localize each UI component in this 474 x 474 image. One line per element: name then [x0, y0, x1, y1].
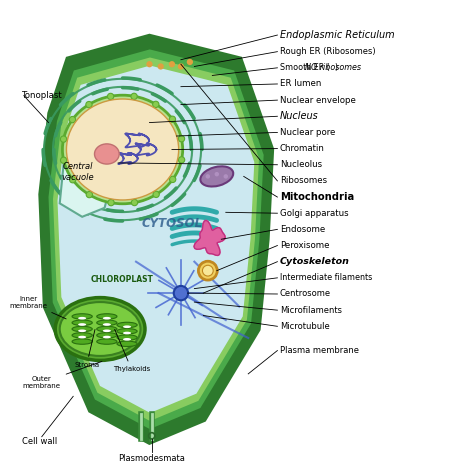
Text: Mitochondria: Mitochondria	[280, 192, 354, 202]
Text: CYTOSOL: CYTOSOL	[141, 217, 202, 230]
Ellipse shape	[72, 314, 92, 319]
Text: CHLOROPLAST: CHLOROPLAST	[91, 275, 154, 284]
Circle shape	[153, 101, 159, 108]
Ellipse shape	[66, 99, 179, 200]
Circle shape	[202, 265, 213, 276]
Circle shape	[146, 61, 153, 67]
Text: Endoplasmic Reticulum: Endoplasmic Reticulum	[280, 30, 394, 40]
Ellipse shape	[117, 322, 137, 328]
Text: Cytoskeleton: Cytoskeleton	[280, 257, 349, 266]
Ellipse shape	[97, 333, 117, 338]
Text: Inner
membrane: Inner membrane	[9, 296, 66, 319]
Ellipse shape	[123, 332, 131, 334]
Text: Thylakoids: Thylakoids	[113, 329, 150, 373]
Circle shape	[224, 174, 228, 179]
Text: Plasmodesmata: Plasmodesmata	[118, 454, 185, 463]
Polygon shape	[57, 65, 255, 413]
Circle shape	[108, 200, 114, 206]
Ellipse shape	[78, 317, 86, 319]
Text: Chromatin: Chromatin	[280, 144, 325, 153]
Circle shape	[199, 261, 217, 280]
Circle shape	[215, 172, 219, 176]
Ellipse shape	[78, 336, 86, 338]
Text: Nucleolus: Nucleolus	[280, 160, 322, 169]
Circle shape	[169, 61, 175, 67]
Text: ER lumen: ER lumen	[280, 80, 321, 89]
Ellipse shape	[97, 339, 117, 344]
Text: Ribosomes: Ribosomes	[280, 176, 327, 185]
Text: Stroma: Stroma	[74, 329, 99, 368]
Circle shape	[86, 101, 92, 108]
Text: Peroxisome: Peroxisome	[280, 241, 329, 250]
Polygon shape	[53, 57, 259, 421]
Ellipse shape	[97, 320, 117, 326]
Text: ): )	[334, 64, 337, 73]
Text: Golgi apparatus: Golgi apparatus	[280, 209, 348, 218]
Ellipse shape	[72, 333, 92, 338]
Ellipse shape	[201, 166, 233, 186]
Polygon shape	[60, 136, 114, 217]
Circle shape	[178, 136, 185, 142]
Text: Rough ER (Ribosomes): Rough ER (Ribosomes)	[280, 47, 375, 56]
Text: Nuclear envelope: Nuclear envelope	[280, 96, 356, 105]
Circle shape	[153, 191, 159, 198]
Ellipse shape	[117, 341, 137, 346]
Ellipse shape	[117, 335, 137, 340]
Circle shape	[169, 116, 175, 122]
Ellipse shape	[97, 326, 117, 332]
Ellipse shape	[78, 323, 86, 326]
Text: Microfilaments: Microfilaments	[280, 306, 342, 315]
Text: Cell wall: Cell wall	[22, 437, 57, 446]
Ellipse shape	[94, 144, 119, 164]
Text: Nuclear pore: Nuclear pore	[280, 128, 335, 137]
Text: Nucleus: Nucleus	[280, 111, 319, 121]
Text: Endosome: Endosome	[280, 225, 325, 234]
Circle shape	[178, 64, 184, 70]
Ellipse shape	[103, 329, 111, 332]
Ellipse shape	[63, 95, 182, 204]
Circle shape	[131, 93, 137, 100]
Circle shape	[157, 64, 164, 70]
Ellipse shape	[55, 298, 145, 360]
Text: Plasma membrane: Plasma membrane	[280, 346, 359, 355]
Ellipse shape	[123, 338, 131, 341]
Ellipse shape	[72, 339, 92, 344]
Circle shape	[69, 117, 75, 123]
Ellipse shape	[117, 328, 137, 334]
Text: Intermediate filaments: Intermediate filaments	[280, 273, 372, 283]
Circle shape	[108, 93, 114, 100]
Text: Tonoplast: Tonoplast	[22, 91, 63, 100]
Circle shape	[174, 286, 188, 300]
Circle shape	[170, 176, 176, 182]
Text: NO ribosomes: NO ribosomes	[305, 64, 361, 73]
Ellipse shape	[72, 320, 92, 326]
Polygon shape	[194, 220, 225, 255]
Text: Outer
membrane: Outer membrane	[23, 361, 102, 389]
Circle shape	[61, 157, 67, 164]
Text: Centrosome: Centrosome	[280, 290, 331, 299]
Circle shape	[131, 200, 137, 206]
Circle shape	[206, 174, 210, 179]
Ellipse shape	[103, 336, 111, 338]
Circle shape	[187, 59, 193, 65]
Circle shape	[86, 191, 92, 198]
Ellipse shape	[72, 326, 92, 332]
Text: Central
vacuole: Central vacuole	[61, 162, 94, 182]
Ellipse shape	[123, 326, 131, 328]
Ellipse shape	[78, 329, 86, 332]
Circle shape	[60, 136, 67, 142]
Ellipse shape	[103, 317, 111, 319]
Ellipse shape	[97, 314, 117, 319]
Polygon shape	[48, 49, 264, 429]
Text: Smooth ER (: Smooth ER (	[280, 64, 329, 73]
Ellipse shape	[103, 323, 111, 326]
Text: Microtubule: Microtubule	[280, 322, 329, 331]
Ellipse shape	[60, 302, 140, 356]
Circle shape	[70, 177, 76, 183]
Circle shape	[178, 157, 185, 163]
Polygon shape	[42, 37, 271, 441]
